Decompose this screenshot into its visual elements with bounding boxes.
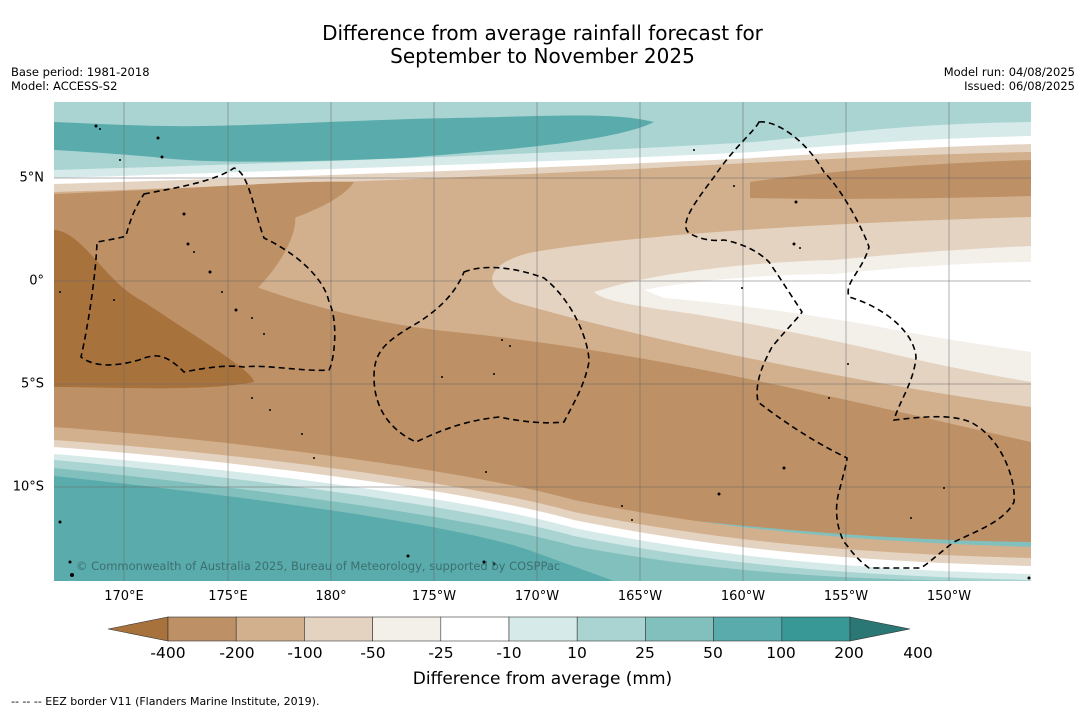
model-name: Model: ACCESS-S2 xyxy=(11,79,118,93)
cb-label-neg400: -400 xyxy=(150,644,186,662)
lon-tick-160w: 160°W xyxy=(720,589,766,604)
eez-borders xyxy=(80,121,1015,569)
band-brown-mid-north xyxy=(750,160,1031,199)
lon-tick-155w: 155°W xyxy=(823,589,869,604)
lon-tick-175e: 175°E xyxy=(208,589,248,604)
colorbar-arrow-right xyxy=(849,616,911,642)
colorbar-title: Difference from average (mm) xyxy=(412,669,673,689)
rainfall-map: © Commonwealth of Australia 2025, Bureau… xyxy=(54,102,1031,581)
issued-date: Issued: 06/08/2025 xyxy=(964,79,1075,93)
colorbar-cell xyxy=(645,616,714,642)
cb-label-100: 100 xyxy=(766,644,796,662)
lon-tick-165w: 165°W xyxy=(617,589,663,604)
cb-label-neg25: -25 xyxy=(428,644,454,662)
lon-tick-180: 180° xyxy=(315,589,347,604)
colorbar-cell xyxy=(167,616,237,642)
colorbar-cell xyxy=(372,616,442,642)
model-run: Model run: 04/08/2025 xyxy=(943,65,1075,79)
colorbar-cell xyxy=(304,616,373,642)
lat-tick-5n: 5°N xyxy=(19,170,45,186)
cb-label-neg10: -10 xyxy=(496,644,522,662)
lon-tick-150w: 150°W xyxy=(926,589,972,604)
colorbar-arrow-left xyxy=(108,616,169,642)
colorbar-cell xyxy=(576,616,646,642)
band-teal-dark-north xyxy=(54,115,654,162)
lat-tick-5s: 5°S xyxy=(20,376,44,392)
lat-tick-10s: 10°S xyxy=(12,479,44,495)
lon-tick-175w: 175°W xyxy=(411,589,457,604)
colorbar-cell xyxy=(713,616,783,642)
eez-border-tokelau xyxy=(373,266,590,443)
copyright-text: © Commonwealth of Australia 2025, Bureau… xyxy=(76,559,560,573)
cb-label-neg200: -200 xyxy=(219,644,255,662)
meta-left: Base period: 1981-2018 Model: ACCESS-S2 xyxy=(11,65,150,93)
colorbar-cell xyxy=(508,616,578,642)
cb-label-200: 200 xyxy=(834,644,864,662)
lat-tick-0: 0° xyxy=(29,273,44,289)
lon-tick-170e: 170°E xyxy=(104,589,144,604)
colorbar-cell xyxy=(235,616,305,642)
band-brown-dark xyxy=(54,230,254,389)
colorbar-cell xyxy=(781,616,851,642)
cb-label-neg50: -50 xyxy=(360,644,386,662)
cb-label-25: 25 xyxy=(635,644,655,662)
eez-footnote: -- -- -- EEZ border V11 (Flanders Marine… xyxy=(11,695,320,708)
islands xyxy=(58,124,1031,580)
eez-border-kiribati xyxy=(685,121,1015,569)
chart-title: Difference from average rainfall forecas… xyxy=(0,22,1085,68)
cb-label-10: 10 xyxy=(567,644,587,662)
meta-right: Model run: 04/08/2025 Issued: 06/08/2025 xyxy=(944,65,1075,93)
band-teal-dark-south xyxy=(54,476,614,581)
cb-label-50: 50 xyxy=(703,644,723,662)
title-line-2: September to November 2025 xyxy=(390,44,695,68)
band-white-tongue xyxy=(644,262,1031,352)
graticule xyxy=(54,102,1031,581)
base-period: Base period: 1981-2018 xyxy=(11,65,150,79)
colorbar xyxy=(108,616,911,642)
cb-label-neg100: -100 xyxy=(287,644,323,662)
band-white-north xyxy=(54,136,1031,188)
cb-label-400: 400 xyxy=(903,644,933,662)
colorbar-cell xyxy=(440,616,510,642)
lon-tick-170w: 170°W xyxy=(514,589,560,604)
title-line-1: Difference from average rainfall forecas… xyxy=(322,21,763,45)
band-teal-pale-north xyxy=(54,122,1031,182)
